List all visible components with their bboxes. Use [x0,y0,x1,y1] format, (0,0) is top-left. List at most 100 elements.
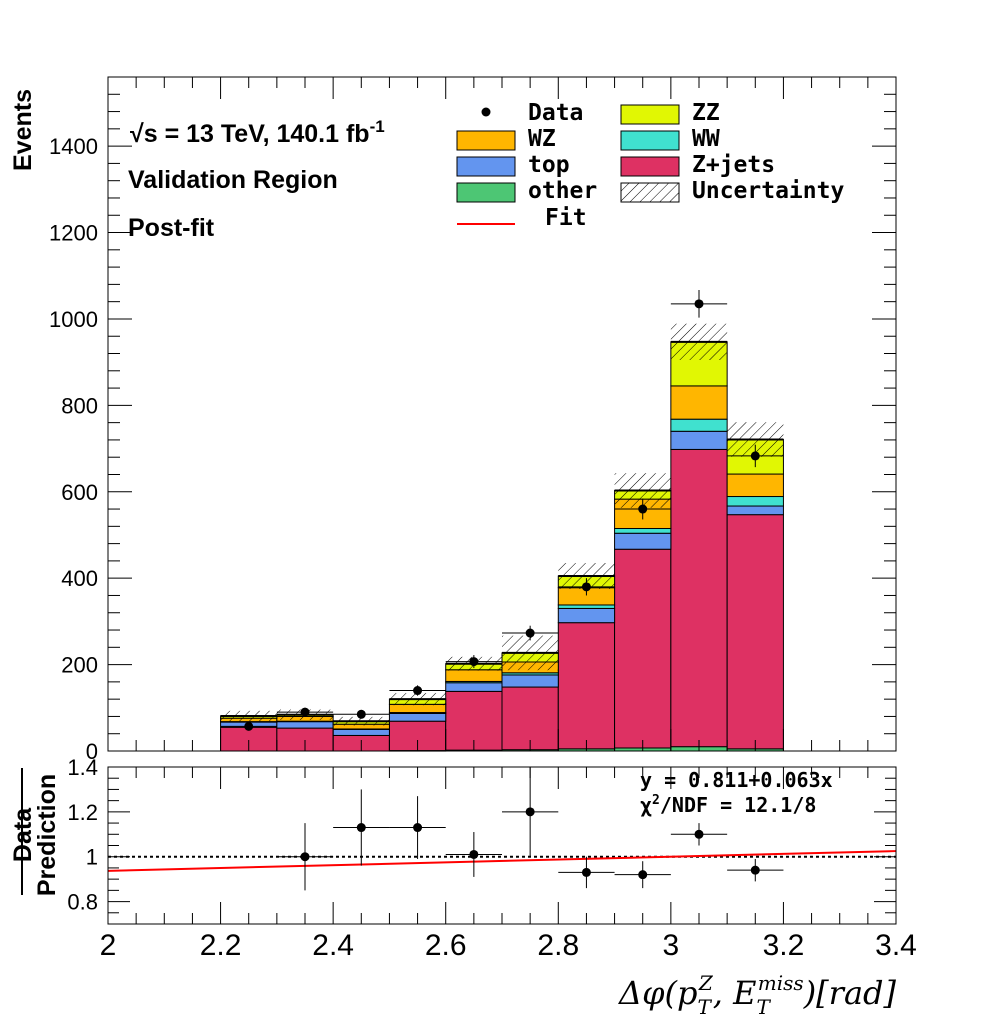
legend-top-label: top [528,152,570,178]
energy-lumi-annotation: √s = 13 TeV, 140.1 fb-1 [130,117,385,148]
lumi-superscript: -1 [370,117,385,136]
main-ytick-label-7: 1400 [49,134,98,159]
sqrt-s-symbol: √s [130,120,158,148]
ratio-point-5 [581,867,591,877]
legend: Data WZ top other Fit ZZ WW Z+jets Uncer… [456,100,844,231]
main-y-axis-title: Events [9,89,37,171]
main-ytick-label-1: 200 [61,653,98,678]
legend-zz-label: ZZ [692,100,720,126]
data-point-7 [638,504,648,514]
bar-ww-bin-7 [614,527,672,534]
xtick-label-1: 2.2 [200,929,242,962]
ratio-point-0 [300,852,310,862]
bar-top-bin-2 [332,728,390,736]
x-title-sup-miss: miss [758,971,804,995]
legend-fit-label: Fit [545,205,587,231]
bar-top-bin-6 [557,607,616,624]
data-point-2 [356,709,366,719]
legend-uncertainty-swatch [620,182,680,203]
ratio-point-1 [356,823,366,833]
ratio-point-4 [525,807,535,817]
x-title-delta-phi: Δφ(p [617,974,697,1012]
data-point-1 [300,707,310,717]
bar-top-bin-1 [276,721,334,729]
xtick-label-6: 3.2 [763,929,805,962]
xtick-label-0: 2 [100,929,117,962]
legend-wz-swatch [456,130,516,151]
legend-zz-swatch [620,104,680,125]
chi2-superscript: 2 [652,793,660,808]
bar-wz-bin-4 [445,669,503,682]
ratio-ytick-label-0: 0.8 [67,890,98,915]
ratio-point-8 [750,865,760,875]
xtick-label-3: 2.6 [425,929,467,962]
data-point-0 [244,721,254,731]
legend-data-label: Data [528,100,583,126]
main-axes: 0 200 400 600 800 1000 1200 1400 [49,76,897,764]
legend-wz-label: WZ [528,126,556,152]
x-title-sub-t2: T [756,995,771,1019]
bar-top-bin-3 [388,712,447,722]
legend-other-swatch [456,182,516,203]
bar-zjets-bin-7 [614,548,672,749]
main-uncertainty-bands [220,323,784,726]
bar-wz-bin-9 [726,473,784,498]
legend-ww-swatch [620,130,680,151]
main-ytick-label-5: 1000 [49,307,98,332]
fit-equation: y = 0.811+0.063x [640,768,833,792]
bar-ww-bin-8 [670,418,728,432]
region-annotation: Validation Region [128,166,338,194]
ratio-ytick-label-2: 1.2 [67,800,98,825]
x-title-sup-z: Z [698,971,714,995]
ratio-ytick-label-1: 1 [86,845,98,870]
x-axis-title: Δφ(pTZ, ETmiss)[rad] [617,971,897,1019]
fit-state-annotation: Post-fit [128,214,215,242]
data-point-8 [694,299,704,309]
main-ytick-label-4: 800 [61,393,98,418]
ratio-y-axis-title-line2: Prediction [33,774,61,896]
data-point-3 [413,686,423,696]
ratio-reference-lines [107,850,897,872]
bar-top-bin-9 [726,505,784,516]
xtick-label-7: 3.4 [875,929,917,962]
main-ytick-label-3: 600 [61,480,98,505]
bar-zjets-bin-8 [670,448,728,748]
ratio-point-3 [469,849,479,859]
xtick-label-2: 2.4 [312,929,354,962]
bar-zjets-bin-9 [726,514,784,750]
chi2-value: /NDF = 12.1/8 [660,793,817,817]
bar-top-bin-7 [614,532,672,550]
legend-top-swatch [456,156,516,177]
main-ytick-label-2: 400 [61,566,98,591]
ratio-data-points [276,767,784,891]
ratio-fit-line [107,850,897,872]
bar-zjets-bin-6 [557,622,616,750]
x-title-separator: , E [713,974,757,1012]
bar-top-bin-5 [501,674,559,688]
ratio-axes: 0.8 1 1.2 1.4 2 2.2 2.4 2.6 2.8 3 3.2 3.4 [67,755,916,962]
xtick-label-4: 2.8 [537,929,579,962]
bar-ww-bin-9 [726,496,784,507]
data-point-5 [525,628,535,638]
legend-other-label: other [528,178,597,204]
fit-chi2: χ2/NDF = 12.1/8 [640,793,816,817]
ratio-ytick-label-3: 1.4 [67,755,98,780]
main-ytick-label-0: 0 [86,739,98,764]
legend-ww-label: WW [692,126,720,152]
legend-data-marker [481,107,491,117]
data-point-4 [469,657,479,667]
legend-zjets-swatch [620,156,680,177]
bar-top-bin-4 [445,682,503,692]
data-point-9 [750,451,760,461]
xtick-label-5: 3 [663,929,680,962]
bar-ww-bin-6 [557,604,616,609]
main-ytick-label-6: 1200 [49,221,98,246]
legend-uncertainty-label: Uncertainty [692,178,844,204]
bar-wz-bin-3 [388,703,447,714]
bar-top-bin-8 [670,430,728,450]
main-data-points [220,290,784,731]
energy-text: = 13 TeV, 140.1 fb [158,120,370,148]
x-title-unit: )[rad] [803,974,897,1012]
legend-zjets-label: Z+jets [692,152,775,178]
